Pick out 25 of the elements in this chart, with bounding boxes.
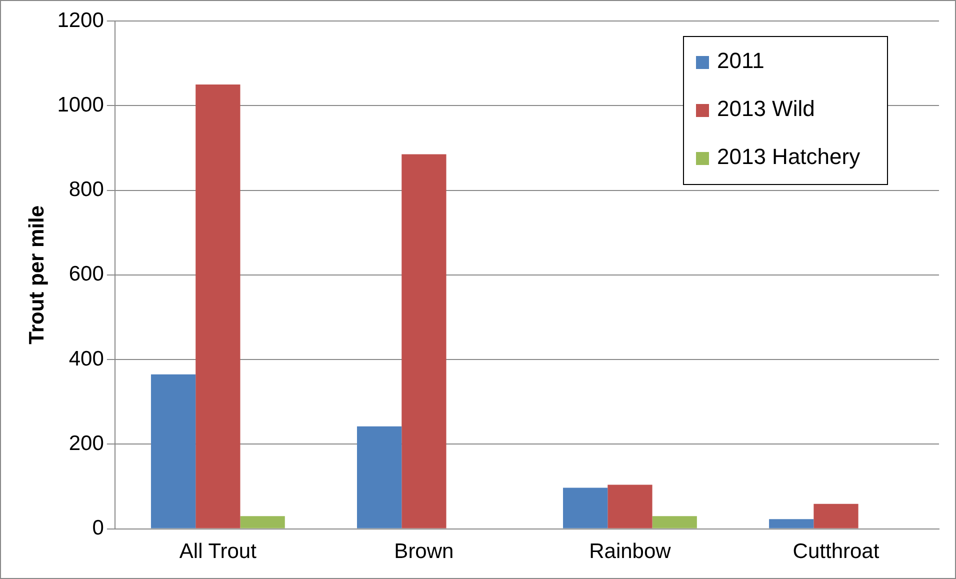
bar [356,426,402,528]
bar [652,516,697,528]
y-tick-label: 400 [68,347,104,370]
x-tick-label: Cutthroat [792,540,880,564]
y-tick-label: 1000 [57,93,104,116]
bar [402,154,446,528]
bar [563,488,608,528]
y-tick-label: 800 [68,178,104,202]
y-axis-title: Trout per mile [25,205,48,344]
legend-label: 2013 Hatchery [717,144,860,170]
bar [814,504,858,528]
legend-label: 2013 Wild [717,96,815,122]
bar [240,516,285,528]
y-tick-label: 200 [68,432,104,455]
bar [196,84,240,528]
y-tick-label: 0 [92,516,104,540]
legend-label: 2011 [717,48,764,74]
y-tick-label: 600 [68,262,104,286]
x-tick-label: Brown [394,540,454,564]
x-tick-label: All Trout [179,540,257,564]
bar [150,374,196,528]
bar [769,519,814,528]
y-tick-label: 1200 [57,8,104,32]
bar [608,484,652,528]
x-tick-label: Rainbow [589,540,672,564]
